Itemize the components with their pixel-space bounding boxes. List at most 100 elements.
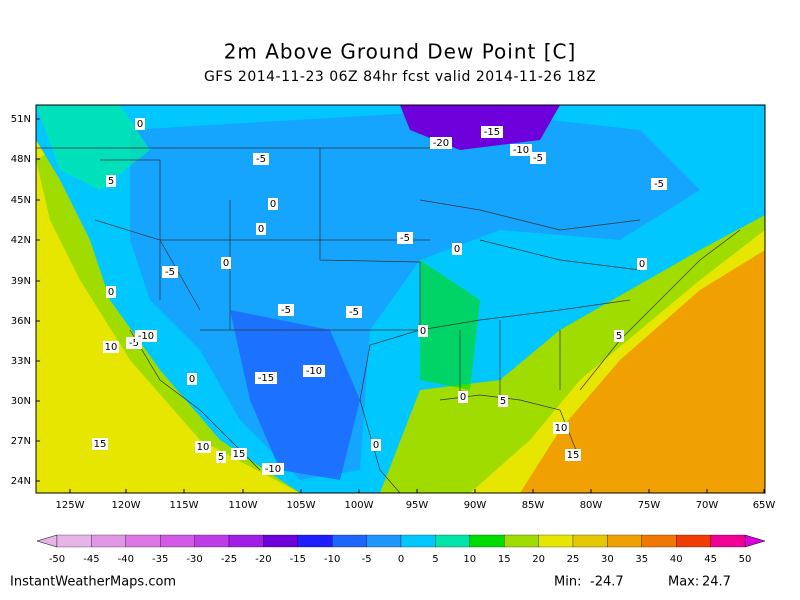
colorbar-label: 5	[432, 554, 438, 565]
contour-label-bg	[452, 243, 462, 255]
lat-label: 42N	[11, 235, 31, 246]
contour-label: 0	[460, 392, 466, 403]
contour-label-bg	[397, 232, 413, 244]
contour-label: -5	[281, 305, 291, 316]
contour-label: 5	[500, 396, 506, 407]
contour-label: -5	[349, 307, 359, 318]
map: 51N 48N 45N 42N 39N 36N 33N 30N 27N 24N 125W 120W 11…	[11, 104, 775, 511]
contour-label-bg	[498, 395, 508, 407]
contour-label-bg	[510, 144, 532, 156]
colorbar-box	[228, 534, 264, 548]
contour-label: 15	[233, 449, 246, 460]
lon-label: 105W	[287, 500, 316, 511]
contour-label: -10	[513, 145, 529, 156]
contour-label: -5	[256, 154, 266, 165]
contour-label-bg	[371, 439, 381, 451]
min-label: Min:	[554, 575, 581, 590]
colorbar-box	[538, 534, 574, 548]
contour-label-bg	[262, 463, 284, 475]
contour-label-bg	[103, 341, 119, 353]
contour-label: 0	[137, 119, 143, 130]
colorbar-label: -50	[49, 554, 65, 565]
lon-label: 80W	[580, 500, 603, 511]
contour-label: 0	[108, 287, 114, 298]
contour-label-bg	[458, 391, 468, 403]
contour-label-bg	[195, 441, 211, 453]
colorbar: -50 -45 -40 -35 -30 -25 -20 -15 -10 -5 0 5 10 15 20 25 3…	[36, 534, 766, 565]
lon-label: 75W	[638, 500, 661, 511]
colorbar-label: -30	[186, 554, 202, 565]
lat-label: 48N	[11, 154, 31, 165]
lon-label: 120W	[112, 500, 141, 511]
contour-label: 0	[420, 326, 426, 337]
lon-label: 85W	[522, 500, 545, 511]
lat-label: 27N	[11, 436, 31, 447]
contour-label-bg	[278, 304, 294, 316]
colorbar-box	[676, 534, 711, 548]
contour-label-bg	[418, 325, 428, 337]
contour-label: 10	[197, 442, 210, 453]
title: 2m Above Ground Dew Point [C]	[224, 40, 577, 64]
colorbar-box	[91, 534, 126, 548]
contour-label: -10	[138, 331, 154, 342]
colorbar-box	[160, 534, 195, 548]
colorbar-label: -10	[324, 554, 340, 565]
colorbar-box	[572, 534, 608, 548]
colorbar-label: 35	[635, 554, 648, 565]
contour-label: -15	[258, 373, 274, 384]
contour-label-bg	[253, 153, 269, 165]
contour-label: 5	[108, 176, 114, 187]
colorbar-box	[400, 534, 436, 548]
contour-label: 0	[270, 199, 276, 210]
contour-label: -10	[265, 464, 281, 475]
contour-label-bg	[553, 422, 569, 434]
lat-label: 51N	[11, 114, 31, 125]
lon-label: 95W	[406, 500, 429, 511]
max-label: Max:	[668, 575, 699, 590]
colorbar-label: -15	[290, 554, 306, 565]
land-deep-blue	[230, 310, 360, 480]
colorbar-label: 50	[739, 554, 752, 565]
colorbar-box	[366, 534, 402, 548]
colorbar-label: -40	[118, 554, 134, 565]
contour-label-bg	[530, 152, 546, 164]
colorbar-label: 0	[398, 554, 404, 565]
contour-label-bg	[637, 258, 647, 270]
contour-label-bg	[651, 178, 667, 190]
lon-label: 125W	[56, 500, 85, 511]
colorbar-label: 45	[704, 554, 717, 565]
colorbar-box	[125, 534, 161, 548]
colorbar-box	[435, 534, 470, 548]
colorbar-label: -5	[362, 554, 372, 565]
contour-label-bg	[268, 198, 278, 210]
contour-label-bg	[216, 451, 226, 463]
contour-label-bg	[303, 365, 325, 377]
lon-label: 110W	[229, 500, 258, 511]
colorbar-label: -45	[83, 554, 99, 565]
contour-label-bg	[231, 448, 247, 460]
contour-label: 0	[639, 259, 645, 270]
contour-label: -20	[433, 138, 449, 149]
colorbar-end	[36, 534, 58, 548]
contour-label: 10	[555, 423, 568, 434]
ocean-east	[520, 250, 765, 493]
contour-label: -5	[400, 233, 410, 244]
contour-label-bg	[255, 372, 277, 384]
contour-label: 0	[223, 258, 229, 269]
lat-label: 33N	[11, 356, 31, 367]
contour-label-bg	[614, 330, 624, 342]
colorbar-box	[607, 534, 642, 548]
subtitle: GFS 2014-11-23 06Z 84hr fcst valid 2014-…	[204, 69, 596, 85]
colorbar-end	[744, 534, 766, 548]
contour-label: 0	[258, 224, 264, 235]
contour-label-bg	[346, 306, 362, 318]
colorbar-label: -35	[152, 554, 168, 565]
colorbar-label: -20	[255, 554, 271, 565]
lon-label: 90W	[464, 500, 487, 511]
contour-label-bg	[162, 266, 178, 278]
contour-label-bg	[135, 118, 145, 130]
contour-label-bg	[256, 223, 266, 235]
contour-label-bg	[481, 126, 503, 138]
contour-label-bg	[430, 137, 452, 149]
